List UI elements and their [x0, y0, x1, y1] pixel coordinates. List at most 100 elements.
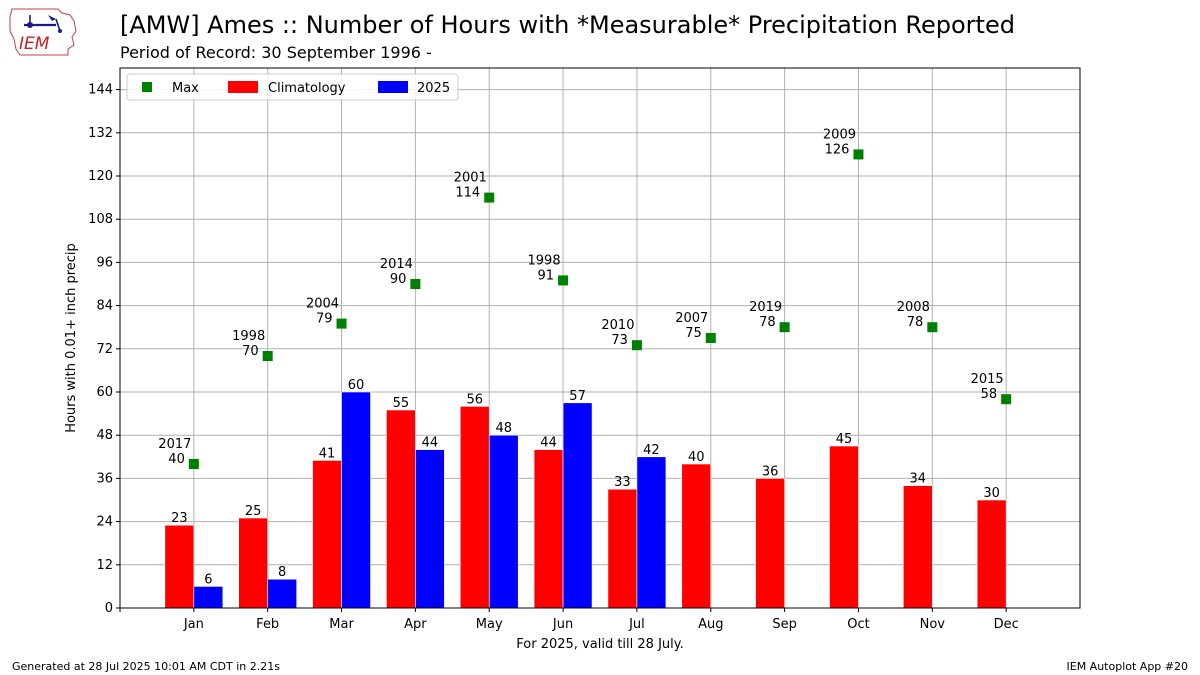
footer-generated: Generated at 28 Jul 2025 10:01 AM CDT in…: [12, 660, 280, 673]
max-marker: [484, 192, 495, 203]
y-tick-label: 120: [88, 169, 113, 184]
y-axis-label: Hours with 0.01+ inch precip: [64, 243, 79, 433]
legend-2025-swatch: [378, 81, 408, 93]
y-tick-label: 72: [96, 342, 113, 357]
climatology-bar-label: 56: [466, 392, 483, 407]
current-year-bar-label: 8: [278, 565, 286, 580]
chart-subtitle: Period of Record: 30 September 1996 -: [120, 43, 432, 62]
max-marker: [410, 279, 421, 289]
y-tick-label: 144: [88, 83, 113, 98]
max-value-label: 78: [759, 315, 776, 330]
max-value-label: 40: [168, 452, 185, 467]
max-year-label: 2014: [380, 257, 413, 272]
max-marker: [1001, 394, 1012, 405]
legend-climatology-swatch: [228, 81, 258, 93]
max-year-label: 1998: [528, 253, 561, 268]
climatology-bar-label: 36: [762, 464, 779, 479]
y-tick-label: 60: [96, 385, 113, 400]
x-tick-label-aug: Aug: [698, 617, 723, 632]
max-marker: [558, 275, 569, 286]
max-value-label: 126: [825, 142, 850, 157]
climatology-bar: [681, 463, 712, 609]
climatology-bar-label: 34: [910, 472, 927, 487]
legend-climatology-label: Climatology: [268, 81, 346, 96]
plot-frame: [119, 67, 1081, 609]
max-value-label: 114: [455, 186, 480, 201]
max-year-label: 2001: [454, 171, 487, 186]
x-tick-label-jan: Jan: [183, 617, 204, 632]
current-year-bar: [267, 578, 297, 609]
climatology-bar-label: 41: [319, 446, 336, 461]
current-year-bar: [562, 402, 593, 609]
x-tick-label-mar: Mar: [329, 617, 354, 632]
current-year-bar-label: 57: [569, 389, 586, 404]
current-year-bar: [341, 391, 371, 609]
max-value-label: 58: [981, 387, 998, 402]
climatology-bar: [312, 460, 342, 609]
x-tick-label-sep: Sep: [772, 617, 797, 632]
climatology-bar-label: 40: [688, 450, 705, 465]
footer-app-id: IEM Autoplot App #20: [1066, 660, 1189, 673]
max-marker: [262, 351, 273, 361]
y-tick-label: 24: [96, 515, 113, 530]
y-tick-label: 108: [88, 212, 113, 227]
max-year-label: 2004: [306, 297, 339, 312]
max-year-label: 2015: [971, 372, 1004, 387]
y-tick-label: 0: [105, 601, 113, 616]
max-marker: [927, 322, 938, 333]
climatology-bar: [829, 445, 859, 609]
current-year-bar: [193, 586, 224, 609]
max-value-label: 91: [538, 268, 555, 283]
climatology-bar: [607, 488, 638, 609]
x-tick-label-jul: Jul: [628, 617, 645, 632]
y-tick-label: 48: [96, 428, 113, 443]
max-marker: [705, 333, 716, 343]
bars-layer: 23 6 25 8 41 60 55 44 56 48 44 57 33 42 40 36 45 34 30: [164, 378, 1007, 609]
climatology-bar: [976, 499, 1007, 609]
climatology-bar: [238, 517, 268, 609]
max-value-label: 79: [316, 312, 333, 327]
x-tick-label-nov: Nov: [920, 617, 946, 632]
max-year-label: 1998: [232, 329, 265, 344]
max-value-label: 73: [611, 333, 628, 348]
max-year-label: 2009: [823, 127, 856, 142]
climatology-bar-label: 25: [245, 504, 262, 519]
x-tick-label-apr: Apr: [404, 617, 427, 632]
climatology-bar-label: 45: [836, 432, 853, 447]
markers-layer: 4020177019987920049020141142001911998732…: [158, 127, 1012, 469]
climatology-bar: [386, 409, 416, 609]
max-marker: [779, 322, 790, 333]
legend-max-label: Max: [172, 81, 199, 96]
y-tick-label: 132: [88, 126, 113, 141]
climatology-bar: [164, 524, 195, 609]
climatology-bar-label: 23: [171, 511, 188, 526]
current-year-bar-label: 44: [422, 436, 439, 451]
iem-logo: IEM: [9, 8, 77, 56]
y-tick-label: 84: [96, 299, 113, 314]
logo-text: IEM: [19, 34, 50, 54]
climatology-bar-label: 55: [393, 396, 410, 411]
climatology-bar-label: 44: [540, 436, 557, 451]
current-year-bar: [636, 456, 667, 609]
x-tick-label-may: May: [476, 617, 503, 632]
climatology-bar-label: 33: [614, 475, 631, 490]
x-tick-label-jun: Jun: [552, 617, 573, 632]
y-tick-label: 36: [96, 471, 113, 486]
legend: Max Climatology 2025: [126, 73, 459, 101]
x-tick-label-feb: Feb: [256, 617, 279, 632]
max-year-label: 2008: [897, 300, 930, 315]
climatology-bar: [903, 485, 933, 609]
x-tick-label-oct: Oct: [847, 617, 869, 632]
max-year-label: 2019: [749, 300, 782, 315]
y-tick-label: 96: [96, 255, 113, 270]
max-value-label: 90: [390, 272, 407, 287]
max-marker: [336, 318, 347, 329]
max-year-label: 2017: [158, 437, 191, 452]
current-year-bar-label: 60: [348, 378, 365, 393]
max-value-label: 78: [907, 315, 924, 330]
current-year-bar: [415, 449, 445, 609]
climatology-bar: [533, 449, 564, 609]
max-marker: [188, 459, 199, 469]
current-year-bar-label: 48: [495, 421, 512, 436]
